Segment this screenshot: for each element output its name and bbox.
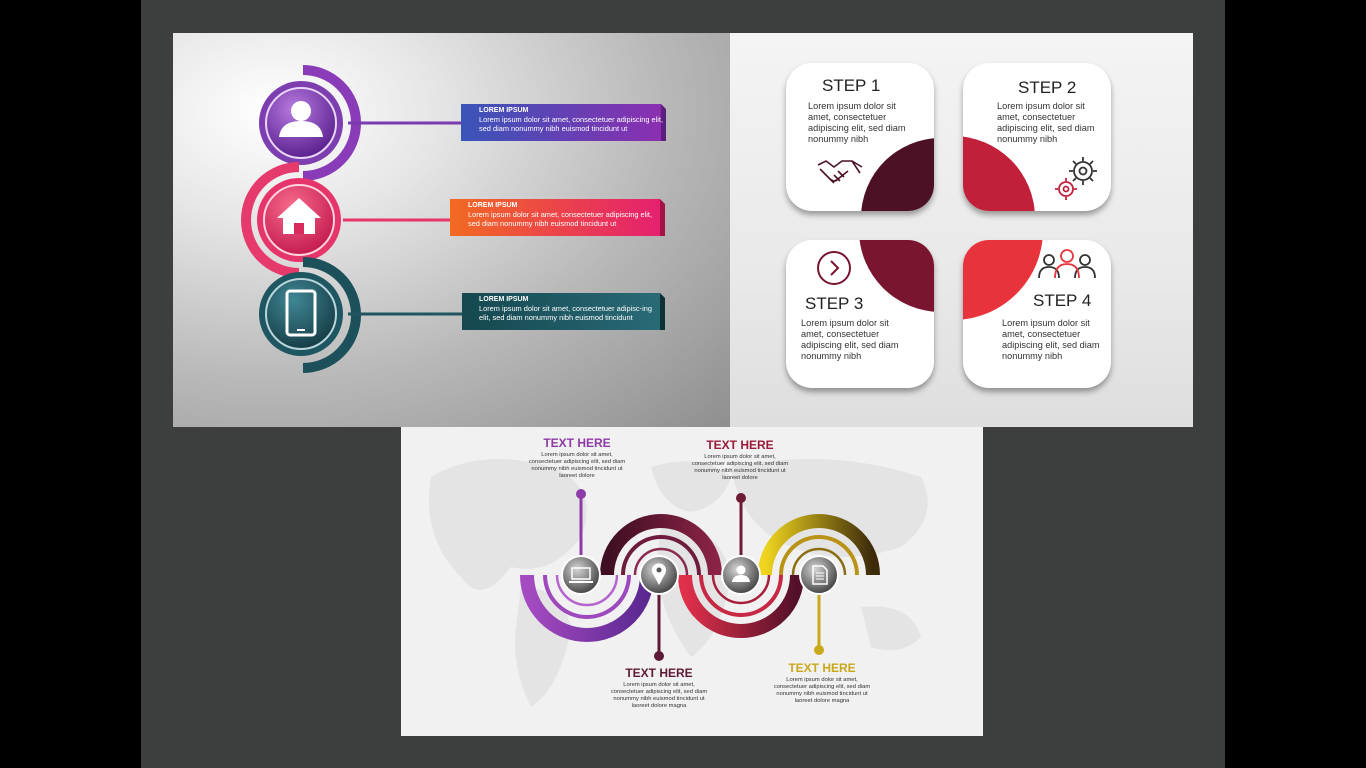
home-icon (277, 198, 321, 234)
item-1-title: LOREM IPSUM (479, 107, 529, 114)
phone-icon (285, 289, 317, 337)
connector-2-dot (654, 651, 664, 661)
item-1-text: LOREM IPSUM Lorem ipsum dolor sit amet, … (473, 104, 670, 135)
item-2-node (241, 162, 665, 278)
infographic-panel-timeline: TEXT HERE Lorem ipsum dolor sit amet, co… (401, 427, 983, 736)
step-1-card: STEP 1 Lorem ipsum dolor sit amet, conse… (786, 63, 934, 211)
step-3-title: STEP 3 (805, 294, 864, 313)
infographic-panel-circles: LOREM IPSUM Lorem ipsum dolor sit amet, … (173, 33, 730, 427)
node-1-body: Lorem ipsum dolor sit amet, consectetuer… (528, 452, 626, 479)
item-3-body: Lorem ipsum dolor sit amet, consectetuer… (479, 304, 652, 322)
people-icon (1038, 249, 1096, 279)
step-1-title: STEP 1 (822, 76, 881, 95)
node-4-title: TEXT HERE (788, 661, 856, 675)
item-3-banner (462, 293, 660, 330)
item-2-text: LOREM IPSUM Lorem ipsum dolor sit amet, … (462, 199, 669, 230)
item-2-body: Lorem ipsum dolor sit amet, consectetuer… (468, 210, 653, 228)
step-1-shape (861, 138, 934, 211)
step-2-card: STEP 2 Lorem ipsum dolor sit amet, conse… (963, 63, 1111, 211)
node-2-body: Lorem ipsum dolor sit amet, consectetuer… (610, 682, 708, 709)
item-1-node (259, 65, 666, 181)
step-2-title: STEP 2 (1018, 78, 1077, 97)
node-1-title: TEXT HERE (543, 436, 611, 450)
connector-1-dot (576, 489, 586, 499)
document-icon (812, 565, 828, 585)
step-3-shape (859, 240, 934, 312)
chevron-right-icon (817, 251, 851, 285)
item-3-node (259, 257, 665, 373)
step-2-body: Lorem ipsum dolor sit amet, consectetuer… (997, 101, 1095, 144)
world-map-background (429, 459, 928, 707)
step-3-card: STEP 3 Lorem ipsum dolor sit amet, conse… (786, 240, 934, 388)
node-4 (799, 555, 839, 595)
wave-segment-1 (520, 574, 654, 642)
node-3-body: Lorem ipsum dolor sit amet, consectetuer… (691, 454, 789, 481)
step-4-body: Lorem ipsum dolor sit amet, consectetuer… (1002, 318, 1100, 361)
wave-segment-4 (758, 514, 880, 576)
item-1-banner (461, 104, 661, 141)
handshake-icon (817, 160, 863, 184)
step-3-body: Lorem ipsum dolor sit amet, consectetuer… (801, 318, 899, 361)
timeline-graphic (429, 459, 928, 707)
step-4-title: STEP 4 (1033, 291, 1092, 310)
item-2-title: LOREM IPSUM (468, 202, 518, 209)
map-pin-icon (652, 563, 666, 585)
node-2-title: TEXT HERE (625, 666, 693, 680)
laptop-icon (569, 567, 593, 583)
node-2 (639, 555, 679, 595)
item-1-body: Lorem ipsum dolor sit amet, consectetuer… (479, 115, 664, 133)
node-3-title: TEXT HERE (706, 438, 774, 452)
step-4-card: STEP 4 Lorem ipsum dolor sit amet, conse… (963, 240, 1111, 388)
user-icon (279, 101, 323, 137)
user-icon (732, 565, 750, 582)
infographic-panel-steps: STEP 1 Lorem ipsum dolor sit amet, conse… (730, 33, 1193, 427)
wave-segment-3 (678, 574, 804, 638)
wave-segment-2 (600, 514, 722, 576)
gears-icon (1055, 157, 1097, 200)
item-2-banner (450, 199, 660, 236)
step-4-shape (963, 240, 1043, 320)
node-4-body: Lorem ipsum dolor sit amet, consectetuer… (773, 677, 871, 704)
node-1 (561, 555, 601, 595)
node-3 (721, 555, 761, 595)
connector-3-dot (736, 493, 746, 503)
step-2-shape (963, 136, 1035, 211)
item-3-title: LOREM IPSUM (479, 296, 529, 303)
connector-4-dot (814, 645, 824, 655)
item-3-text: LOREM IPSUM Lorem ipsum dolor sit amet, … (473, 293, 670, 324)
circles-graphic (241, 65, 666, 373)
step-1-body: Lorem ipsum dolor sit amet, consectetuer… (808, 101, 906, 144)
